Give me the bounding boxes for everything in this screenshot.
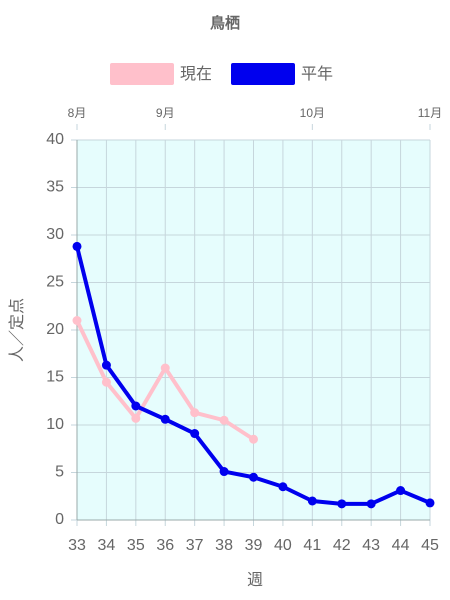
x-tick-label: 42 (333, 537, 351, 554)
x-tick-label: 43 (362, 537, 380, 554)
data-point (101, 377, 111, 387)
y-tick-label: 40 (46, 131, 64, 148)
data-point (190, 408, 200, 418)
legend-label: 平年 (301, 65, 333, 83)
x-axis-label: 週 (247, 571, 263, 589)
y-tick-label: 10 (46, 416, 64, 433)
y-tick-label: 30 (46, 226, 64, 243)
data-point (190, 429, 200, 439)
data-point (249, 434, 258, 444)
data-point (278, 482, 288, 492)
x-tick-label: 44 (392, 537, 410, 554)
data-point (219, 415, 229, 425)
y-tick-label: 15 (46, 369, 64, 386)
data-point (160, 414, 170, 424)
y-tick-label: 5 (55, 464, 64, 481)
x-tick-label: 36 (156, 537, 174, 554)
y-axis-label: 人／定点 (8, 298, 26, 362)
top-tick-label: 11月 (418, 106, 442, 120)
data-point (131, 401, 141, 411)
data-point (72, 241, 82, 251)
data-point (72, 316, 82, 325)
legend-swatch (110, 63, 174, 85)
y-tick-label: 20 (46, 321, 64, 338)
x-tick-label: 35 (127, 537, 145, 554)
top-tick-label: 10月 (300, 106, 325, 120)
chart-title: 鳥栖 (210, 14, 240, 32)
data-point (131, 413, 141, 423)
data-point (425, 498, 435, 508)
x-tick-label: 40 (274, 537, 292, 554)
x-tick-label: 33 (68, 537, 86, 554)
data-point (101, 360, 111, 370)
legend-swatch (231, 63, 295, 85)
y-tick-label: 0 (55, 511, 64, 528)
x-tick-label: 34 (98, 537, 116, 554)
data-point (366, 499, 376, 509)
x-tick-label: 38 (215, 537, 233, 554)
x-tick-label: 39 (245, 537, 263, 554)
x-tick-label: 45 (421, 537, 439, 554)
x-tick-label: 41 (303, 537, 321, 554)
data-point (249, 472, 258, 482)
data-point (160, 363, 170, 373)
top-tick-label: 8月 (68, 106, 87, 120)
data-point (219, 467, 229, 477)
x-tick-label: 37 (186, 537, 204, 554)
legend-label: 現在 (180, 65, 212, 83)
y-tick-label: 25 (46, 274, 64, 291)
data-point (396, 486, 406, 496)
data-point (337, 499, 347, 509)
y-tick-label: 35 (46, 179, 64, 196)
top-tick-label: 9月 (156, 106, 175, 120)
data-point (307, 496, 317, 506)
